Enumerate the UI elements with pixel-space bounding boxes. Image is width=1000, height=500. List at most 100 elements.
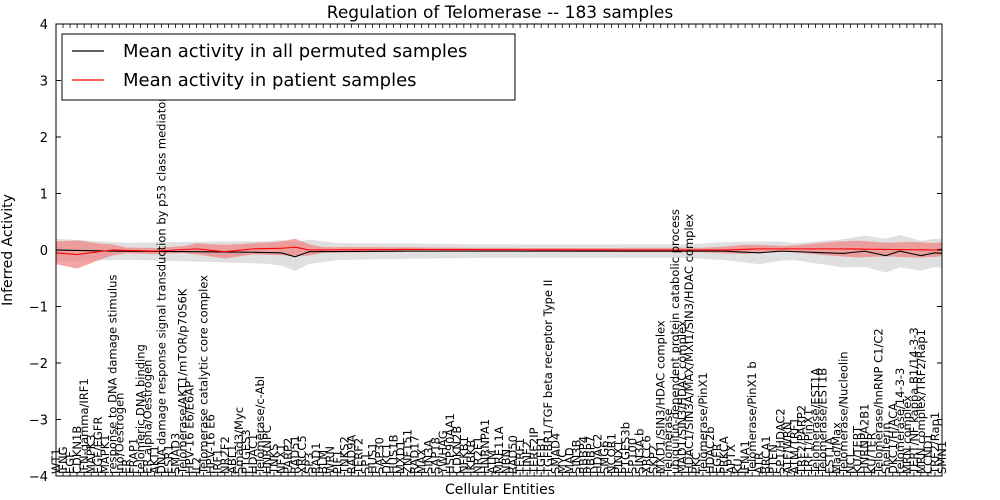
y-tick-label: 1 (40, 188, 48, 203)
x-category-label: SIN3A b (633, 429, 647, 474)
x-category-label: BLM (316, 450, 330, 474)
x-category-label: SMAD4 (548, 433, 562, 474)
x-category-label: RAD9A (344, 434, 358, 474)
series-lines (55, 246, 943, 258)
x-category-label: SP100 (626, 438, 640, 474)
x-axis-category-labels: WT1IFNGEGFCDKN1BIFN-gamma/IRF1MAPK3EGF/E… (49, 82, 949, 475)
x-category-label: MAD1/SIN3/HDAC complex (675, 320, 689, 474)
x-category-label: EGF (63, 451, 77, 474)
x-category-label: IRF1 (211, 449, 225, 474)
x-category-label: telomeric DNA binding (133, 344, 147, 474)
x-category-label: ABL1 (225, 445, 239, 474)
x-category-label: TERF2 (351, 438, 365, 475)
x-axis-ticks (55, 24, 943, 476)
x-category-label: HDAC2 (590, 434, 604, 474)
x-category-label: HDAC1/SIN3A/MAX/MXI1/SIN3/HDAC complex (682, 213, 696, 474)
x-category-label: SAP18 (429, 437, 443, 474)
x-category-label: MRE11A (492, 426, 506, 474)
x-category-label: Smad3/Myc (232, 407, 246, 474)
line-patient (55, 246, 943, 256)
x-category-label: TNKS (267, 444, 281, 475)
x-category-label: DKC1 (379, 443, 393, 474)
x-category-label: SMN1 (935, 441, 949, 474)
x-category-label: SP1/HDAC2 (773, 408, 787, 474)
y-axis-ticks: 4 3 2 1 0 −1 −2 −3 −4 (29, 18, 942, 485)
x-category-label: SP1 (358, 452, 372, 474)
x-category-label: XRCC6 (640, 435, 654, 474)
x-category-label: HNRNPA1 (478, 419, 492, 474)
x-category-label: TRF2/PARP2 (794, 405, 808, 475)
x-category-label: ESR1 (162, 444, 176, 474)
x-category-label: WT1 (49, 448, 63, 474)
x-category-label: MRN complex (900, 395, 914, 474)
x-category-label: PKC (689, 452, 703, 474)
x-category-label: PTEN (766, 444, 780, 474)
y-axis-label: Inferred Activity (0, 194, 16, 306)
x-category-label: IFNG (56, 446, 70, 474)
legend-label-permuted: Mean activity in all permuted samples (123, 41, 467, 62)
x-category-label: TERT/NF kappa B1/14-3-3 (907, 327, 921, 475)
y-tick-label: 0 (40, 244, 48, 259)
x-category-label: Telomerase/PinX1 b (745, 361, 759, 475)
x-category-label: HPV-16 E6 (204, 414, 218, 474)
x-category-label: MXD1/SIN3/HDAC complex (654, 320, 668, 474)
x-category-label: Mad/Max (830, 422, 844, 474)
y-tick-label: 3 (40, 75, 48, 90)
x-axis-label: Cellular Entities (445, 482, 555, 498)
x-category-label: IL2 (190, 457, 204, 474)
x-category-label: ATF/WRN (780, 422, 794, 474)
x-category-label: NCOR1 (605, 433, 619, 474)
y-tick-label: −4 (29, 470, 48, 485)
x-category-label: ATM/TRF1 (787, 417, 801, 474)
x-category-label: KU/TERT (851, 425, 865, 474)
legend: Mean activity in all permuted samples Me… (61, 33, 516, 101)
x-category-label: KU/TER (865, 432, 879, 474)
x-category-label: response to DNA damage stimulus (105, 275, 119, 474)
x-category-label: PINX1 (612, 440, 626, 474)
x-category-label: HNRNPA2B1 (858, 404, 872, 474)
legend-box (61, 33, 516, 101)
x-category-label: RAD17 (408, 435, 422, 474)
x-category-label: HPV-16 E6/E6AP (183, 381, 197, 474)
x-category-label: SAP30 (372, 437, 386, 474)
x-category-label: Telomerase catalytic core complex (197, 275, 211, 475)
x-category-label: TGFB1 (534, 436, 548, 475)
x-category-label: CDKN2B (450, 426, 464, 474)
x-category-label: TINF2 (520, 441, 534, 475)
x-category-label: ATM (485, 450, 499, 474)
x-category-label: NR2F2 (218, 436, 232, 474)
x-category-label: BRCA1 (759, 435, 773, 474)
x-category-label: FRAP1 (126, 438, 140, 474)
x-category-label: HSP90AA1 (443, 413, 457, 474)
x-category-label: SKP2 (647, 445, 661, 474)
x-category-label: CCND1 (921, 433, 935, 474)
x-category-label: ER alpha/Oestrogen (140, 360, 154, 474)
confidence-bands (56, 234, 942, 273)
x-category-label: MAX (415, 448, 429, 474)
x-category-label: Telomerase/PinX1 (696, 372, 710, 475)
chart-title: Regulation of Telomerase -- 183 samples (327, 3, 674, 23)
x-category-label: MAD (562, 447, 576, 474)
x-category-label: Telomerase (661, 408, 675, 475)
x-category-label: APTX (724, 444, 738, 474)
x-category-label: PTGES3b (619, 422, 633, 474)
x-category-label: DKC1/H/ACA (886, 403, 900, 474)
x-category-label: HUS1B (387, 434, 401, 474)
x-category-label: IFN-gamma/IRF1 (77, 378, 91, 474)
x-category-label: RBBP4 (576, 436, 590, 474)
x-category-label: TGFBR1/TGF beta receptor Type II (541, 280, 555, 475)
x-category-label: Telomerase/AKT1/mTOR/p70S6K (176, 288, 190, 475)
y-tick-label: −3 (29, 414, 48, 429)
x-category-label: telomerase/14-3-3 (893, 368, 907, 474)
x-category-label: RAD1 (309, 442, 323, 474)
x-category-label: Ino/Oestrogen (112, 393, 126, 474)
x-category-label: EGFR (710, 443, 724, 474)
x-category-label: NR2F1 (471, 436, 485, 474)
x-category-label: TERF1 (513, 438, 527, 475)
y-tick-label: −2 (29, 357, 48, 372)
x-category-label: Shelterin (879, 422, 893, 474)
x-category-label: ER (119, 459, 133, 474)
x-category-label: TRF2/Rap1 (928, 412, 942, 475)
x-category-label: NFX1 (274, 444, 288, 474)
